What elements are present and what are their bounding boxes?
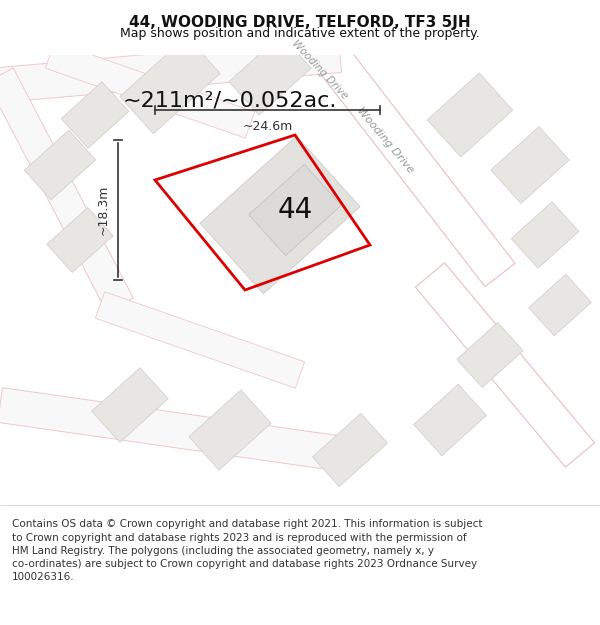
Polygon shape — [249, 164, 341, 256]
Text: Wooding Drive: Wooding Drive — [290, 39, 350, 101]
Polygon shape — [427, 73, 513, 157]
Polygon shape — [491, 126, 569, 204]
Text: ~18.3m: ~18.3m — [97, 185, 110, 235]
Text: ~211m²/~0.052ac.: ~211m²/~0.052ac. — [123, 90, 337, 110]
Polygon shape — [0, 38, 341, 102]
Polygon shape — [313, 413, 388, 487]
Polygon shape — [25, 130, 95, 200]
Polygon shape — [0, 68, 133, 312]
Text: Contains OS data © Crown copyright and database right 2021. This information is : Contains OS data © Crown copyright and d… — [12, 519, 482, 582]
Polygon shape — [457, 322, 523, 388]
Polygon shape — [511, 202, 579, 268]
Text: ~24.6m: ~24.6m — [242, 120, 293, 133]
Text: Map shows position and indicative extent of the property.: Map shows position and indicative extent… — [120, 27, 480, 39]
Text: 44: 44 — [277, 196, 313, 224]
Polygon shape — [189, 390, 271, 470]
Polygon shape — [47, 208, 113, 272]
Polygon shape — [61, 82, 129, 148]
Polygon shape — [46, 42, 254, 138]
Polygon shape — [0, 388, 352, 472]
Polygon shape — [529, 274, 591, 336]
Polygon shape — [413, 384, 487, 456]
Polygon shape — [229, 35, 311, 115]
Text: Wooding Drive: Wooding Drive — [355, 105, 415, 175]
Polygon shape — [120, 36, 220, 134]
Polygon shape — [415, 263, 595, 467]
Text: 44, WOODING DRIVE, TELFORD, TF3 5JH: 44, WOODING DRIVE, TELFORD, TF3 5JH — [129, 16, 471, 31]
Polygon shape — [92, 368, 168, 442]
Polygon shape — [315, 43, 515, 287]
Polygon shape — [200, 136, 360, 294]
Polygon shape — [95, 292, 305, 388]
